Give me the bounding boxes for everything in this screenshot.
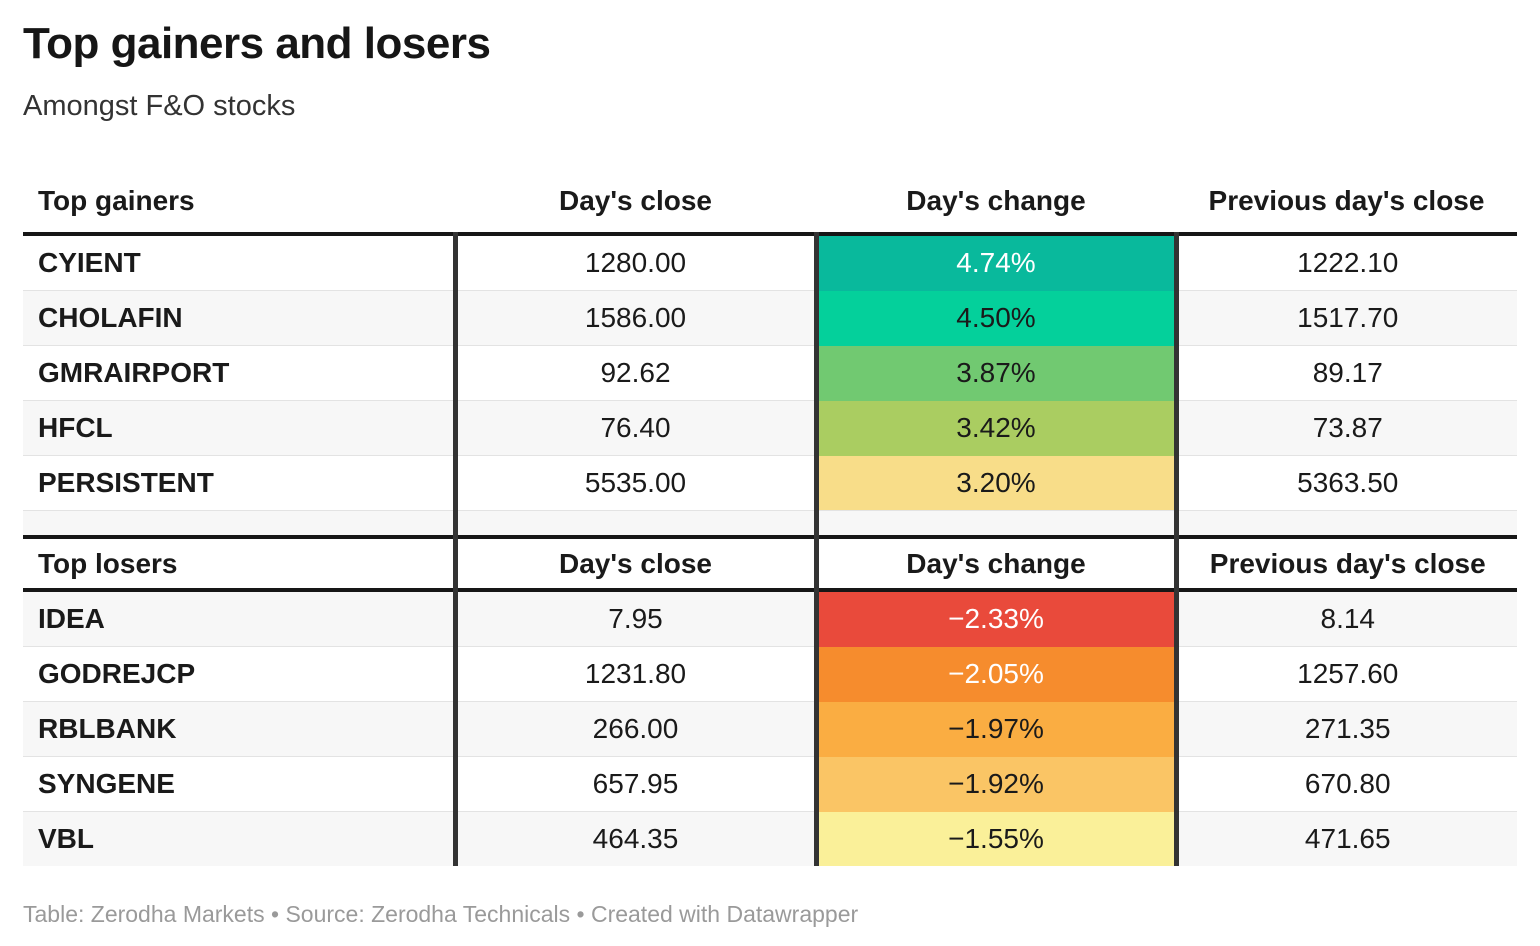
- spacer-cell: [813, 510, 1179, 537]
- gainers-days-close-header: Day's close: [455, 170, 816, 236]
- gainers-header-row: Top gainers Day's close Day's change Pre…: [23, 170, 1517, 236]
- days-close-cell: 7.95: [452, 590, 816, 647]
- gainers-days-change-header: Day's change: [816, 170, 1176, 236]
- stock-name-cell: HFCL: [23, 400, 455, 456]
- prev-close-cell: 670.80: [1176, 756, 1517, 812]
- days-change-cell: −2.33%: [813, 590, 1179, 647]
- gainers-section-label: Top gainers: [23, 170, 455, 236]
- table-row: SYNGENE 657.95 −1.92% 670.80: [23, 756, 1517, 812]
- spacer-cell: [1176, 510, 1517, 537]
- losers-table-body: IDEA 7.95 −2.33% 8.14 GODREJCP 1231.80 −2.05% 1…: [23, 590, 1517, 866]
- prev-close-cell: 271.35: [1176, 701, 1517, 757]
- days-close-cell: 1280.00: [452, 234, 816, 291]
- days-close-cell: 92.62: [452, 345, 816, 401]
- table-row: HFCL 76.40 3.42% 73.87: [23, 400, 1517, 456]
- prev-close-cell: 1222.10: [1297, 247, 1399, 278]
- prev-close-cell: 5363.50: [1176, 455, 1517, 510]
- losers-prev-close-header: Previous day's close: [1176, 535, 1517, 592]
- days-close-cell: 5535.00: [452, 455, 816, 510]
- stock-name-cell: GODREJCP: [23, 646, 455, 702]
- days-close-cell: 266.00: [452, 701, 816, 757]
- table-row: VBL 464.35 −1.55% 471.65: [23, 811, 1517, 866]
- prev-close-cell: 73.87: [1176, 400, 1517, 456]
- spacer-cell: [23, 510, 455, 537]
- chart-title: Top gainers and losers: [23, 19, 491, 68]
- days-change-cell: 4.74%: [813, 234, 1179, 291]
- stock-name-cell: SYNGENE: [23, 756, 455, 812]
- table-row: PERSISTENT 5535.00 3.20% 5363.50: [23, 455, 1517, 510]
- table-row: CHOLAFIN 1586.00 4.50% 1517.70: [23, 290, 1517, 346]
- prev-close-cell: 89.17: [1176, 345, 1517, 401]
- days-change-cell: −1.55%: [813, 811, 1179, 866]
- days-close-cell: 76.40: [452, 400, 816, 456]
- days-close-cell: 1586.00: [452, 290, 816, 346]
- spacer-cell: [452, 510, 816, 537]
- prev-close-cell: 1517.70: [1176, 290, 1517, 346]
- stock-name-cell: CYIENT: [38, 247, 141, 278]
- stock-name-cell: VBL: [23, 811, 455, 866]
- stock-name-cell: PERSISTENT: [23, 455, 455, 510]
- days-change-cell: 3.87%: [813, 345, 1179, 401]
- days-change-cell: −1.92%: [813, 756, 1179, 812]
- days-change-cell: −2.05%: [813, 646, 1179, 702]
- days-change-cell: 3.20%: [813, 455, 1179, 510]
- losers-section-label: Top losers: [23, 535, 455, 592]
- losers-table: Top losers Day's close Day's change Prev…: [23, 510, 1517, 866]
- table-row: CYIENT 1280.00 4.74% 1222.10: [23, 234, 1517, 291]
- days-close-cell: 1231.80: [452, 646, 816, 702]
- losers-header-row: Top losers Day's close Day's change Prev…: [23, 535, 1517, 592]
- table-row: GMRAIRPORT 92.62 3.87% 89.17: [23, 345, 1517, 401]
- days-close-cell: 657.95: [452, 756, 816, 812]
- stock-name-cell: GMRAIRPORT: [23, 345, 455, 401]
- table-row: IDEA 7.95 −2.33% 8.14: [23, 590, 1517, 647]
- chart-subtitle: Amongst F&O stocks: [23, 90, 296, 122]
- gainers-table: Top gainers Day's close Day's change Pre…: [23, 170, 1517, 510]
- stock-name-cell: IDEA: [38, 603, 105, 634]
- table-spacer-row: [23, 510, 1517, 537]
- days-change-cell: 4.50%: [813, 290, 1179, 346]
- gainers-table-body: CYIENT 1280.00 4.74% 1222.10 CHOLAFIN 1586.00…: [23, 234, 1517, 510]
- prev-close-cell: 8.14: [1320, 603, 1376, 634]
- stock-name-cell: CHOLAFIN: [23, 290, 455, 346]
- table-row: GODREJCP 1231.80 −2.05% 1257.60: [23, 646, 1517, 702]
- losers-days-change-header: Day's change: [813, 535, 1179, 592]
- gainers-prev-close-header: Previous day's close: [1176, 170, 1517, 236]
- days-change-cell: −1.97%: [813, 701, 1179, 757]
- days-close-cell: 464.35: [452, 811, 816, 866]
- table-row: RBLBANK 266.00 −1.97% 271.35: [23, 701, 1517, 757]
- losers-days-close-header: Day's close: [452, 535, 816, 592]
- prev-close-cell: 1257.60: [1176, 646, 1517, 702]
- prev-close-cell: 471.65: [1176, 811, 1517, 866]
- stock-name-cell: RBLBANK: [23, 701, 455, 757]
- footer-credits: Table: Zerodha Markets • Source: Zerodha…: [23, 901, 859, 927]
- days-change-cell: 3.42%: [813, 400, 1179, 456]
